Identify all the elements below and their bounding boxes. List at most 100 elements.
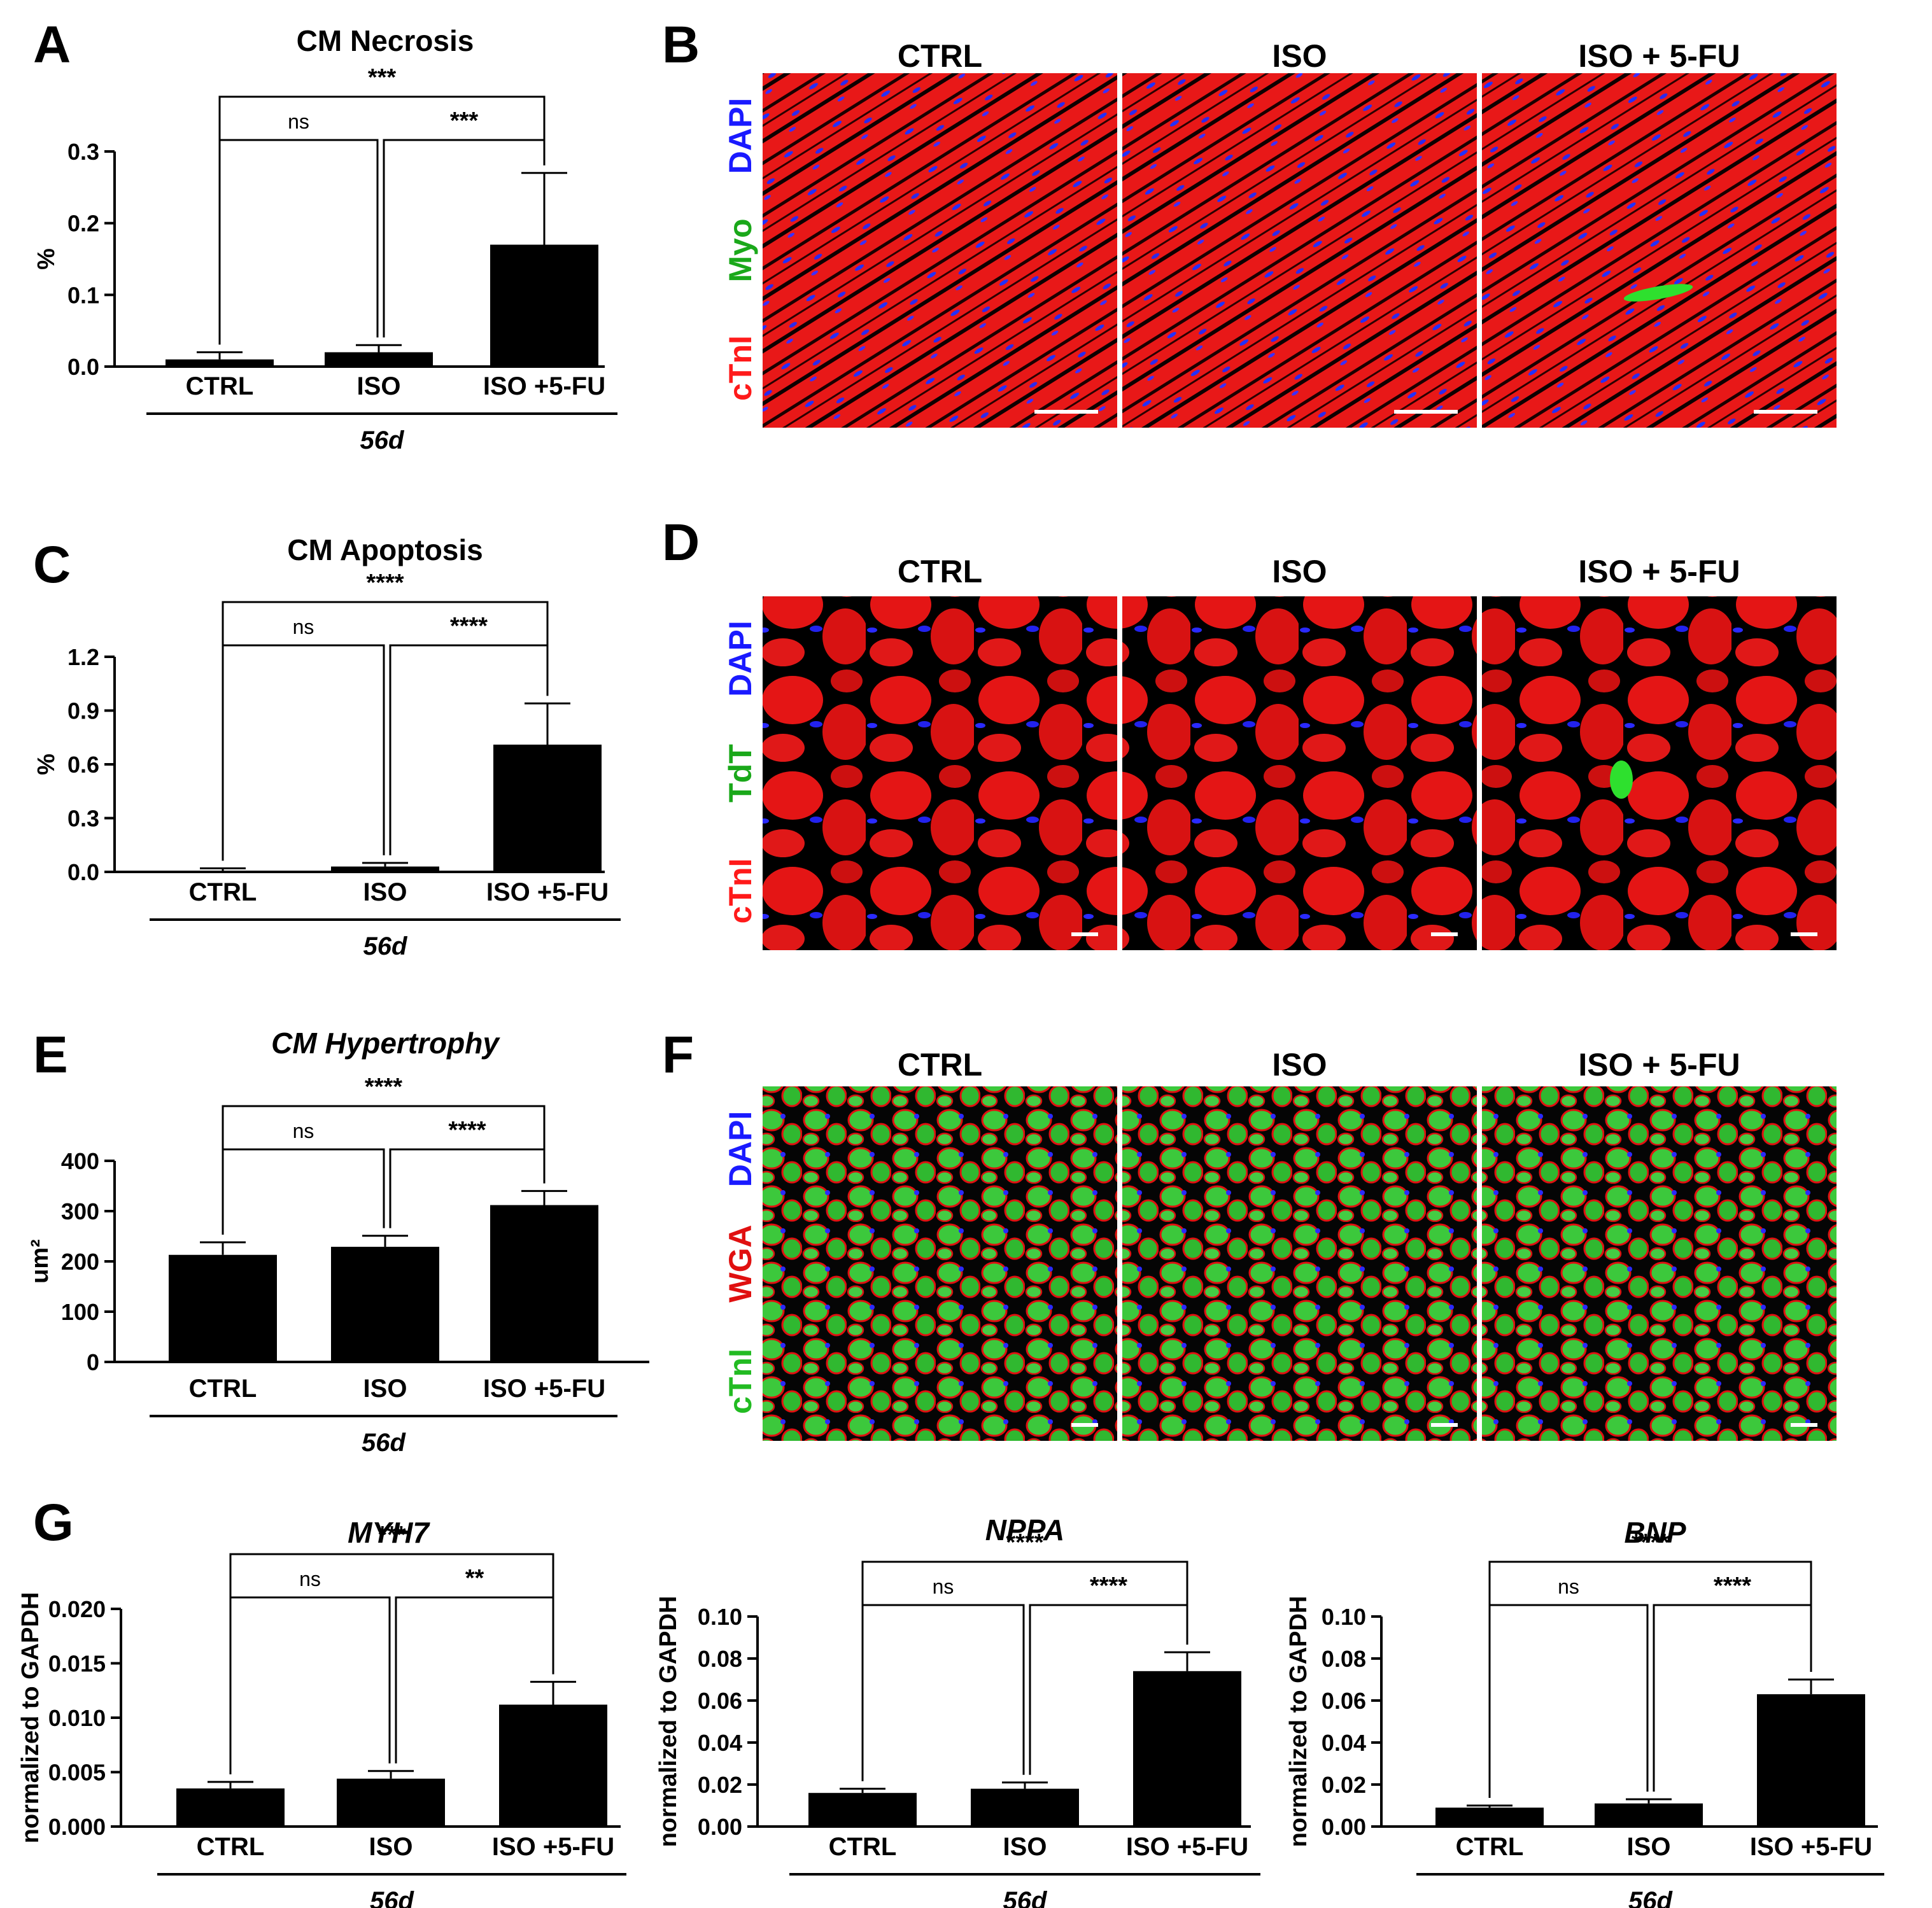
category-label: ISO [357,372,401,400]
stain-label-tdt: TdT [723,744,758,803]
significance-label: **** [365,1074,402,1100]
stain-label-ctni: cTnI [723,1349,758,1414]
y-tick-label: 0.2 [67,211,99,237]
group-label: 56d [1003,1887,1048,1908]
category-label: CTRL [186,372,254,400]
category-label: ISO +5-FU [483,1375,605,1403]
micrograph-iso-5-fu [1482,1086,1837,1441]
chart-g2: NPPA 0.00 0.02 0.04 0.06 0.08 0.10 normalized t… [655,1513,1260,1908]
chart-a: CM Necrosis 0.0 0.1 0.2 0.3% CTRL ISO ISO +5-FU… [33,24,617,454]
y-axis-label: normalized to GAPDH [1285,1596,1312,1848]
chart-title: BNP [1624,1516,1686,1549]
y-tick-label: 0.000 [48,1814,106,1840]
chart-title: NPPA [985,1513,1064,1547]
category-label: CTRL [829,1833,897,1861]
chart-g1: MYH7 0.000 0.005 0.010 0.015 0.020normalized … [17,1516,626,1908]
scale-bar [1071,932,1098,936]
significance-label: ns [288,110,309,133]
y-tick-label: 0.06 [1322,1688,1366,1714]
category-label: ISO +5-FU [1750,1833,1872,1861]
stain-label-wga: WGA [723,1224,758,1302]
scale-bar [1791,932,1817,936]
micrograph-panel-d: CTRL ISO ISO + 5-FU cTnI TdT DAPI [723,554,1837,950]
bar-iso [337,1778,445,1827]
positive-cell-highlight [1610,761,1633,799]
y-tick-label: 0.00 [1322,1814,1366,1840]
y-tick-label: 0.10 [698,1604,742,1630]
significance-bracket [222,1148,385,1235]
significance-label: **** [1632,1529,1669,1556]
stain-label-dapi: DAPI [723,621,758,696]
significance-label: **** [1714,1573,1751,1599]
positive-cell-highlight [1623,284,1693,302]
stain-label-myo: Myo [723,219,758,283]
column-label: CTRL [898,554,982,589]
significance-label: *** [450,108,479,134]
micrograph-iso [1122,596,1477,950]
significance-bracket [1488,1604,1649,1798]
stain-label-ctni: cTnI [723,859,758,924]
micrograph-iso [1122,73,1477,428]
y-tick-label: 0.005 [48,1760,106,1786]
y-tick-label: 0.0 [67,354,99,380]
micrograph-iso-5-fu [1482,73,1837,428]
chart-title: CM Apoptosis [287,533,483,566]
y-axis-label: normalized to GAPDH [17,1592,44,1844]
significance-label: **** [1006,1529,1043,1556]
bar-iso-5-fu [1133,1671,1241,1827]
y-tick-label: 1.2 [67,644,99,670]
micrograph-ctrl [763,596,1117,950]
bar-iso-5-fu [490,1205,598,1362]
significance-label: *** [368,64,397,91]
y-tick-label: 0.015 [48,1651,106,1677]
column-label: ISO + 5-FU [1578,38,1740,74]
chart-c: CM Apoptosis 0.0 0.3 0.6 0.9 1.2% CTRL ISO ISO +… [33,533,621,960]
significance-bracket [861,1561,1188,1781]
y-tick-label: 0.02 [1322,1772,1366,1798]
y-tick-label: 0.08 [698,1646,742,1672]
y-tick-label: 0.3 [67,139,99,165]
y-tick-label: 0.020 [48,1596,106,1622]
scale-bar [1034,410,1098,414]
significance-label: **** [448,1117,486,1144]
panel-label-d: D [662,514,700,572]
group-label: 56d [360,426,405,454]
y-tick-label: 0.9 [67,698,99,724]
significance-label: ns [293,615,314,638]
y-tick-label: 400 [61,1148,99,1174]
category-label: ISO [363,878,407,906]
panel-label-a: A [33,16,71,74]
significance-bracket [222,1105,546,1235]
y-tick-label: 0.3 [67,806,99,832]
micrograph-panel-f: CTRL ISO ISO + 5-FU cTnI WGA DAPI [723,1047,1837,1441]
scale-bar [1431,932,1458,936]
chart-title: CM Hypertrophy [271,1027,500,1060]
significance-bracket [222,601,549,861]
stain-label-dapi: DAPI [723,98,758,174]
significance-bracket [222,644,385,861]
y-tick-label: 0.1 [67,282,99,308]
significance-label: ns [1558,1575,1579,1598]
micrograph-ctrl [763,73,1117,428]
group-label: 56d [363,932,408,960]
column-label: ISO + 5-FU [1578,1047,1740,1083]
micrograph-iso-5-fu [1482,596,1837,950]
significance-bracket [1488,1561,1812,1798]
category-label: ISO [1003,1833,1047,1861]
y-axis-label: % [33,248,60,270]
chart-title: MYH7 [348,1516,430,1549]
column-label: ISO [1272,1047,1327,1083]
significance-bracket [861,1604,1025,1781]
y-axis-label: % [33,754,60,775]
bar-iso [325,352,433,367]
significance-bracket [229,1596,391,1774]
category-label: ISO [363,1375,407,1403]
scale-bar [1791,1423,1817,1427]
category-label: ISO [369,1833,413,1861]
category-label: ISO +5-FU [1126,1833,1248,1861]
significance-label: *** [377,1522,406,1548]
column-label: ISO [1272,554,1327,589]
bar-iso-5-fu [493,745,602,872]
bar-iso [971,1788,1079,1827]
